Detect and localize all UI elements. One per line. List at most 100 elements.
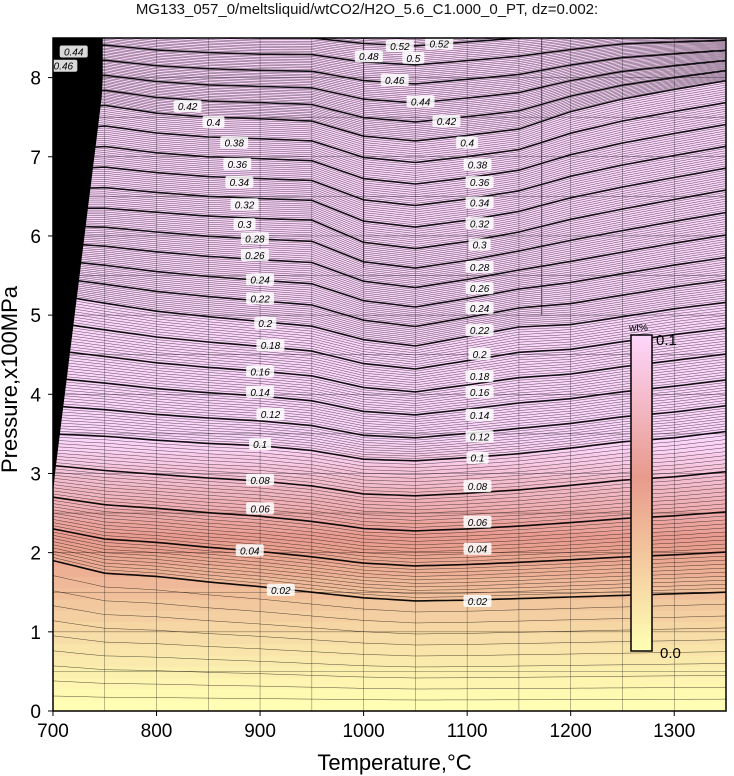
contour-line-bold <box>53 404 726 439</box>
contour-label: 0.04 <box>463 542 492 556</box>
color-band <box>53 82 726 95</box>
contour-line <box>53 45 726 75</box>
contour-label-text: 0.42 <box>437 117 457 128</box>
x-tick-label: 1200 <box>550 721 592 742</box>
contour-label-text: 0.38 <box>224 139 244 150</box>
contour-label: 0.12 <box>465 430 494 443</box>
contour-label-text: 0.04 <box>468 545 488 556</box>
y-tick-label: 3 <box>30 464 41 485</box>
contour-line <box>53 230 726 284</box>
color-band <box>53 49 726 62</box>
contour-line <box>53 541 726 581</box>
contour-line <box>53 254 726 306</box>
contour-line <box>53 484 726 518</box>
contour-line <box>53 375 726 413</box>
contour-line <box>53 410 726 443</box>
contour-line <box>53 64 726 111</box>
color-band <box>53 127 726 140</box>
contour-line <box>53 544 726 584</box>
contour-label-text: 0.16 <box>250 367 270 378</box>
contour-line <box>53 196 726 255</box>
contour-label-box <box>465 260 494 273</box>
contour-label-box <box>354 50 383 63</box>
contour-label: 0.38 <box>220 136 249 150</box>
contour-label-box <box>240 248 269 261</box>
contour-label-box <box>223 157 252 170</box>
contour-label: 0.32 <box>465 217 494 230</box>
y-tick-label: 2 <box>30 544 41 565</box>
contour-label: 0.14 <box>246 385 275 399</box>
contour-label-text: 0.28 <box>245 234 265 245</box>
contour-label-box <box>468 238 491 251</box>
contour-line <box>53 139 726 200</box>
contour-line <box>53 553 726 595</box>
contour-line <box>53 468 726 500</box>
contour-line-bold <box>53 559 726 602</box>
contour-label-box <box>465 408 494 421</box>
contour-line <box>53 297 726 349</box>
color-band <box>53 318 726 331</box>
contour-line <box>53 550 726 591</box>
contour-label: 0.04 <box>235 544 264 557</box>
contour-line <box>53 38 726 62</box>
contour-line <box>53 113 726 174</box>
contour-label-text: 0.12 <box>261 410 281 421</box>
contour-line <box>53 38 702 60</box>
contour-label: 0.3 <box>233 218 256 231</box>
contour-label: 0.1 <box>466 451 489 465</box>
contour-line <box>53 65 726 113</box>
contour-line <box>53 352 726 395</box>
contour-line <box>53 509 726 546</box>
contour-line <box>53 261 726 312</box>
contour-line-bold <box>53 80 726 142</box>
contour-line <box>53 462 726 493</box>
contour-line <box>53 327 726 374</box>
contour-label-box <box>254 317 277 330</box>
color-band <box>53 284 726 297</box>
contour-label: 0.36 <box>223 157 252 171</box>
contour-line <box>53 471 726 504</box>
contour-line-bold <box>53 145 726 207</box>
color-band <box>53 699 726 711</box>
color-band <box>53 195 726 207</box>
contour-line <box>53 243 726 296</box>
contour-label-text: 0.02 <box>271 586 291 597</box>
contour-line <box>53 135 726 196</box>
contour-label: 0.42 <box>432 115 461 128</box>
contour-line <box>53 21 726 37</box>
contour-line <box>53 452 726 483</box>
color-band <box>53 531 726 544</box>
contour-label: 0.4 <box>202 115 225 129</box>
colorbar: 0.1 0.0 wt% <box>628 323 681 662</box>
contour-line <box>53 161 726 221</box>
contour-label: 0.06 <box>246 502 275 515</box>
x-tick-label: 1300 <box>653 721 695 742</box>
contour-line <box>53 383 726 420</box>
contour-label-box <box>246 365 275 378</box>
contour-line <box>53 389 726 425</box>
color-band <box>53 441 726 454</box>
contour-line <box>53 61 726 106</box>
contour-line <box>53 115 726 176</box>
contour-label-text: 0.22 <box>250 294 270 305</box>
y-axis-title: Pressure,x100MPa <box>0 285 22 473</box>
contour-line <box>53 330 726 377</box>
contour-label-box <box>465 385 494 398</box>
contour-line <box>53 183 726 243</box>
contour-line <box>53 285 726 337</box>
contour-label-box <box>463 158 492 171</box>
contour-line <box>375 38 440 40</box>
contour-line <box>53 515 726 553</box>
contour-label-box <box>59 45 88 58</box>
x-axis-title: Temperature,°C <box>317 750 471 775</box>
contour-line <box>53 665 726 679</box>
contour-line <box>53 187 726 247</box>
contour-line <box>53 41 726 69</box>
contour-line-bold <box>53 59 726 104</box>
contour-line <box>53 137 726 198</box>
contour-line <box>53 490 726 525</box>
contour-line <box>53 361 726 402</box>
contour-line-bold <box>53 69 726 123</box>
contour-label-text: 0.36 <box>470 178 490 189</box>
contour-line <box>53 305 726 356</box>
